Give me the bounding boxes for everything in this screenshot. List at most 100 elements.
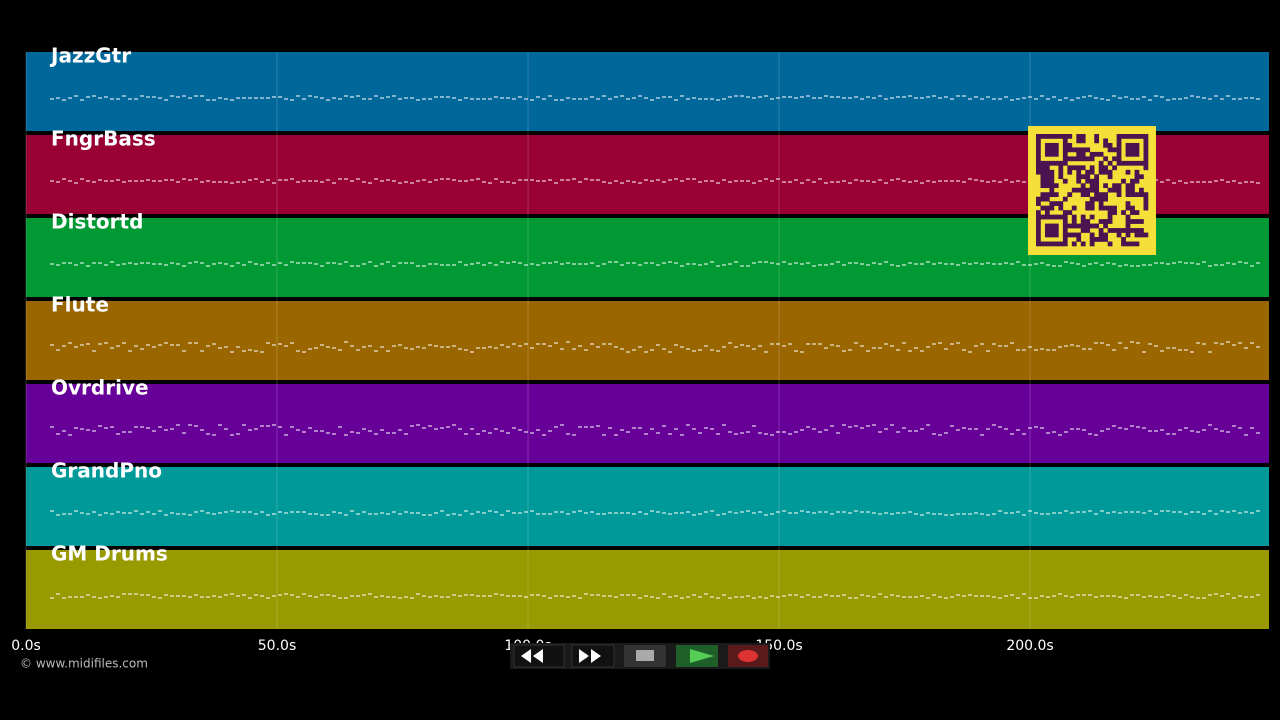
qr-cell (1049, 228, 1055, 233)
qr-cell (1067, 223, 1073, 229)
qr-cell (1076, 174, 1082, 180)
qr-cell (1044, 165, 1050, 171)
qr-cell (1134, 142, 1140, 148)
qr-cell (1139, 174, 1144, 180)
qr-cell (1134, 219, 1140, 224)
qr-cell (1139, 219, 1144, 224)
qr-cell (1049, 187, 1055, 193)
qr-cell (1080, 223, 1086, 229)
qr-cell (1125, 187, 1131, 193)
qr-cell (1134, 174, 1140, 180)
qr-cell (1125, 142, 1131, 148)
qr-cell (1085, 192, 1091, 198)
qr-cell (1058, 134, 1064, 139)
qr-cell (1062, 210, 1068, 215)
qr-cell (1053, 160, 1059, 166)
qr-cell (1125, 169, 1131, 175)
qr-cell (1080, 156, 1086, 162)
qr-cell (1053, 192, 1059, 198)
qr-cell (1139, 160, 1144, 166)
qr-code (1028, 126, 1156, 255)
qr-cell (1089, 196, 1095, 202)
qr-cell (1125, 223, 1131, 229)
qr-cell (1058, 201, 1064, 206)
qr-cell (1089, 232, 1095, 238)
track-band (26, 301, 1269, 380)
qr-cell (1098, 196, 1104, 202)
qr-cell (1112, 187, 1117, 193)
qr-cell (1044, 169, 1050, 175)
qr-cell (1036, 223, 1041, 229)
qr-cell (1062, 134, 1068, 139)
note-strip (50, 95, 1260, 101)
qr-cell (1112, 228, 1117, 233)
qr-cell (1036, 151, 1041, 157)
qr-cell (1116, 228, 1122, 233)
track-name: Distortd (51, 210, 143, 234)
qr-cell (1116, 192, 1122, 198)
qr-cell (1130, 134, 1135, 139)
qr-cell (1062, 219, 1068, 224)
qr-cell (1076, 138, 1082, 144)
qr-cell (1143, 160, 1149, 166)
qr-cell (1040, 214, 1046, 220)
fast-forward-button[interactable] (571, 644, 615, 668)
qr-cell (1076, 147, 1082, 153)
qr-cell (1080, 147, 1086, 153)
qr-cell (1107, 147, 1113, 153)
qr-cell (1112, 156, 1117, 162)
qr-cell (1121, 228, 1126, 233)
qr-cell (1085, 201, 1091, 206)
play-button[interactable] (676, 645, 718, 667)
qr-cell (1067, 232, 1073, 238)
qr-cell (1071, 165, 1077, 171)
qr-cell (1130, 210, 1135, 215)
qr-cell (1036, 210, 1041, 215)
qr-cell (1040, 196, 1046, 202)
rewind-button[interactable] (513, 644, 565, 668)
qr-cell (1071, 147, 1077, 153)
qr-cell (1134, 151, 1140, 157)
qr-cell (1044, 232, 1050, 238)
qr-cell (1036, 228, 1041, 233)
qr-cell (1089, 156, 1095, 162)
qr-cell (1049, 183, 1055, 189)
qr-cell (1103, 156, 1108, 162)
qr-cell (1112, 210, 1117, 215)
record-button[interactable] (728, 645, 768, 667)
qr-cell (1143, 196, 1149, 202)
qr-cell (1036, 147, 1041, 153)
qr-cell (1116, 138, 1122, 144)
qr-cell (1134, 210, 1140, 215)
qr-cell (1080, 134, 1086, 139)
qr-cell (1121, 241, 1126, 247)
qr-cell (1130, 192, 1135, 198)
qr-cell (1107, 219, 1113, 224)
qr-cell (1049, 232, 1055, 238)
qr-cell (1062, 151, 1068, 157)
qr-cell (1067, 165, 1073, 171)
qr-cell (1053, 214, 1059, 220)
note-strip (50, 341, 1260, 353)
qr-cell (1134, 178, 1140, 184)
tick-label: 200.0s (1006, 638, 1053, 654)
qr-cell (1130, 219, 1135, 224)
qr-cell (1103, 183, 1108, 189)
qr-cell (1112, 165, 1117, 171)
qr-cell (1134, 134, 1140, 139)
qr-cell (1107, 205, 1113, 211)
qr-cell (1076, 237, 1082, 242)
qr-cell (1103, 232, 1108, 238)
qr-cell (1139, 232, 1144, 238)
qr-cell (1044, 196, 1050, 202)
qr-cell (1116, 183, 1122, 189)
stop-button[interactable] (624, 645, 666, 667)
qr-cell (1036, 165, 1041, 171)
qr-cell (1134, 169, 1140, 175)
qr-cell (1134, 241, 1140, 247)
qr-cell (1040, 241, 1046, 247)
tick-label: 50.0s (258, 638, 296, 654)
qr-cell (1044, 151, 1050, 157)
qr-cell (1143, 142, 1149, 148)
qr-cell (1103, 169, 1108, 175)
